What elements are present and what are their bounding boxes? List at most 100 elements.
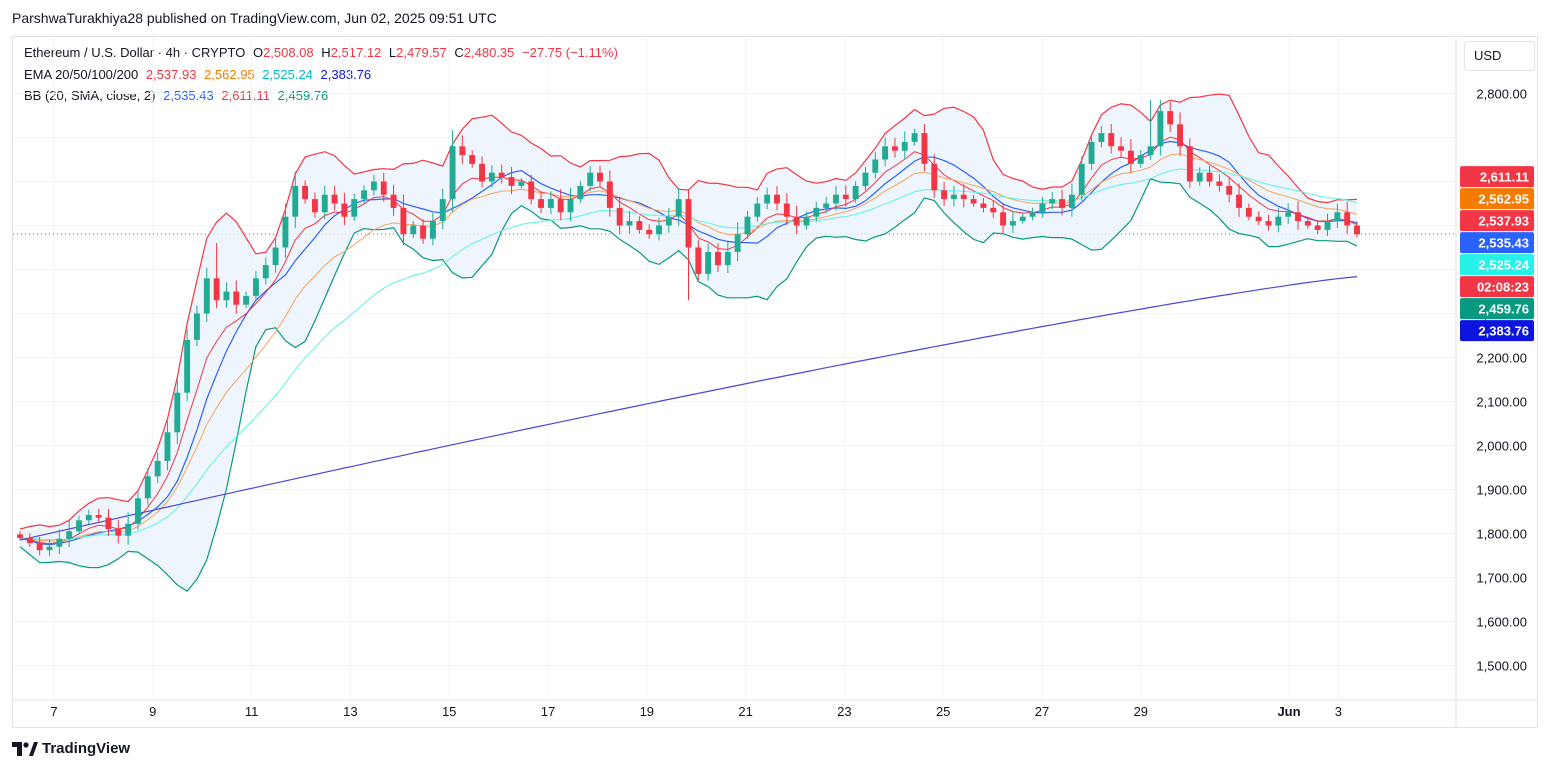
time-axis[interactable]: 7 9 11 13 15 17 19 21 23 25 27 29 Jun 3 (50, 704, 1342, 719)
publisher-line: ParshwaTurakhiya28 published on TradingV… (12, 10, 497, 26)
candle-body (125, 523, 132, 536)
x-tick-label: 11 (245, 704, 259, 719)
candle-body (1216, 181, 1223, 186)
candle-body (420, 225, 427, 239)
candle-body (105, 517, 112, 530)
price-tags: 2,611.11 2,562.95 2,537.93 2,535.43 2,525.24… (1460, 166, 1534, 342)
candle-body (66, 531, 73, 539)
x-tick-label: 7 (50, 704, 57, 719)
x-tick-label: 27 (1035, 704, 1049, 719)
candle-body (361, 190, 368, 200)
candle-body (311, 199, 318, 213)
candle-body (803, 216, 810, 226)
candle-body (970, 199, 977, 204)
legend-symbol: Ethereum / U.S. Dollar · 4h · CRYPTO (24, 45, 246, 60)
candle-body (1147, 146, 1154, 156)
candle-body (891, 146, 898, 151)
y-tick-label: 1,700.00 (1476, 571, 1527, 586)
candle-body (1304, 221, 1311, 226)
candle-body (1186, 146, 1193, 182)
legend-ema-label: EMA 20/50/100/200 (24, 67, 139, 82)
ema200-line (19, 276, 1358, 541)
candle-body (331, 194, 338, 204)
candle-body (1354, 225, 1360, 235)
candle-body (1009, 221, 1016, 226)
candle-body (223, 291, 230, 301)
candle-body (636, 221, 643, 230)
candle-body (587, 172, 594, 186)
legend-bb-upper: 2,611.11 (221, 88, 271, 103)
tradingview-brand: TradingView (42, 740, 131, 757)
candle-body (990, 207, 997, 213)
candle-body (626, 221, 633, 226)
candle-body (901, 141, 908, 151)
candle-body (282, 216, 289, 248)
x-tick-label: 17 (541, 704, 555, 719)
candle-body (547, 199, 554, 208)
candle-body (46, 546, 53, 551)
price-tag-label: 2,537.93 (1478, 214, 1529, 229)
currency-button[interactable]: USD (1464, 41, 1535, 71)
candle-body (1068, 194, 1075, 208)
candle-body (498, 172, 505, 178)
candle-body (577, 185, 584, 200)
y-tick-label: 1,600.00 (1476, 615, 1527, 630)
legend-ema200: 2,383.76 (320, 67, 372, 82)
price-tag-label: 2,525.24 (1478, 258, 1529, 273)
legend-low-value: 2,479.57 (396, 45, 447, 60)
candle-body (154, 460, 161, 477)
candle-body (479, 163, 486, 182)
candle-body (793, 216, 800, 226)
tradingview-logo[interactable]: TradingView (12, 740, 130, 757)
price-tag (1460, 254, 1534, 276)
candle-body (262, 265, 269, 279)
legend-ema: EMA 20/50/100/200 2,537.93 2,562.95 2,52… (24, 67, 375, 82)
candle-body (1236, 194, 1242, 208)
candle-body (518, 181, 525, 186)
candle-body (292, 185, 299, 217)
legend-high-value: 2,517.12 (330, 45, 382, 60)
candle-body (675, 199, 682, 217)
price-tag-label: 2,459.76 (1478, 302, 1529, 317)
candle-body (1137, 155, 1144, 164)
candle-body (380, 181, 387, 195)
legend-ema100: 2,525.24 (262, 67, 313, 82)
candle-body (1000, 212, 1007, 226)
y-tick-label: 1,500.00 (1476, 659, 1527, 674)
candle-body (243, 295, 250, 305)
candle-body (842, 194, 849, 200)
x-tick-label: 21 (738, 704, 752, 719)
candle-body (1157, 111, 1164, 147)
legend-low-label: L (388, 45, 397, 60)
candle-body (1039, 203, 1046, 213)
candle-body (813, 207, 820, 217)
candle-body (941, 190, 948, 200)
x-tick-label: 25 (936, 704, 950, 719)
candle-body (1295, 212, 1301, 222)
y-tick-label: 2,000.00 (1476, 439, 1527, 454)
candle-body (528, 181, 535, 200)
candle-body (538, 199, 544, 208)
legend-high-label: H (321, 45, 331, 60)
price-tag (1460, 298, 1534, 320)
candle-body (341, 203, 348, 217)
candle-body (252, 278, 259, 296)
candle-body (764, 194, 771, 204)
candle-body (1255, 216, 1262, 222)
candle-body (194, 313, 200, 340)
candle-body (1275, 216, 1282, 226)
candle-body (1206, 172, 1213, 182)
x-tick-label: 9 (149, 704, 156, 719)
candle-body (85, 515, 92, 521)
legend-close-label: C (454, 45, 464, 60)
candle-body (882, 146, 889, 160)
legend-open-value: 2,508.08 (263, 45, 314, 60)
candle-body (1344, 212, 1351, 226)
candle-body (656, 225, 662, 235)
candle-body (56, 538, 63, 547)
candle-body (695, 247, 702, 274)
chart-pane[interactable] (12, 36, 1538, 728)
candle-body (469, 155, 476, 164)
candle-body (823, 203, 830, 208)
candle-body (1019, 216, 1026, 222)
